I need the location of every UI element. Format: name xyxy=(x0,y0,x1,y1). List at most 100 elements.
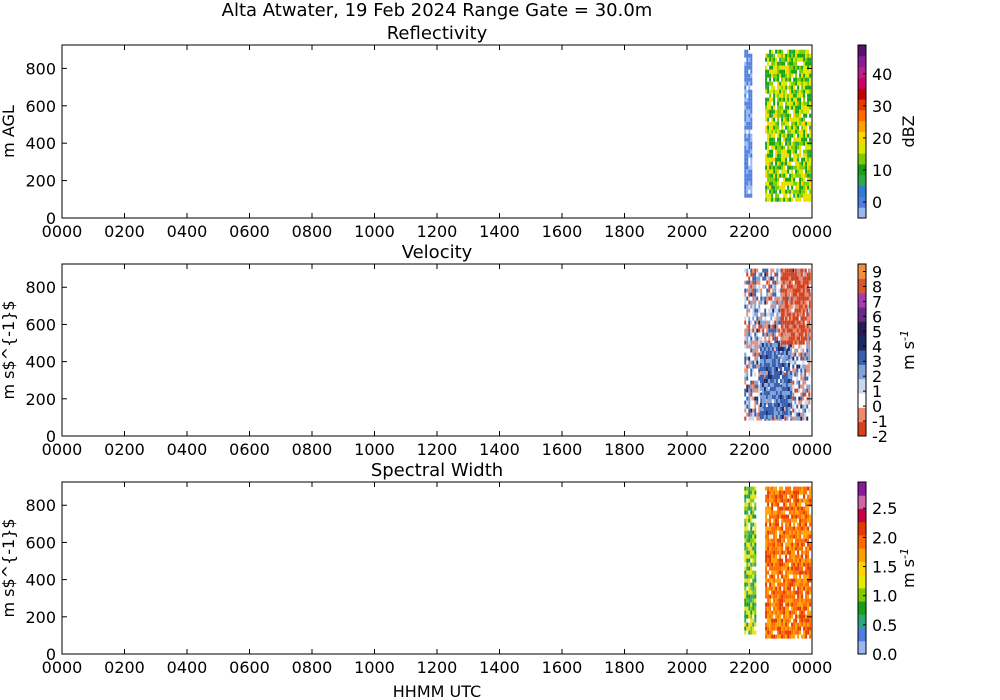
heatmap-cell xyxy=(807,542,810,547)
heatmap-cell xyxy=(791,165,794,170)
heatmap-cell xyxy=(791,530,794,535)
heatmap-cell xyxy=(777,602,780,607)
heatmap-cell xyxy=(775,570,778,575)
heatmap-cell xyxy=(767,129,770,134)
heatmap-cell xyxy=(775,538,778,543)
colorbar-segment xyxy=(858,45,866,57)
heatmap-cell xyxy=(784,304,787,309)
heatmap-cell xyxy=(754,372,757,377)
heatmap-cell xyxy=(807,161,810,166)
heatmap-cell xyxy=(767,395,770,399)
heatmap-cell xyxy=(773,502,776,507)
heatmap-cell xyxy=(783,193,786,198)
heatmap-cell xyxy=(748,280,751,285)
heatmap-cell xyxy=(769,193,772,198)
heatmap-cell xyxy=(769,494,772,499)
heatmap-cell xyxy=(777,630,780,635)
heatmap-cell xyxy=(762,320,765,325)
heatmap-cell xyxy=(769,622,772,627)
heatmap-cell xyxy=(795,562,798,567)
heatmap-cell xyxy=(769,610,772,615)
heatmap-cell xyxy=(777,395,780,399)
heatmap-cell xyxy=(789,630,792,635)
heatmap-cell xyxy=(787,586,790,591)
heatmap-cell xyxy=(806,356,809,361)
heatmap-cell xyxy=(756,388,759,393)
heatmap-cell xyxy=(748,65,751,70)
heatmap-cell xyxy=(793,490,796,495)
heatmap-cell xyxy=(795,546,798,551)
heatmap-cell xyxy=(786,316,789,321)
heatmap-cell xyxy=(764,272,767,277)
heatmap-cell xyxy=(786,324,789,329)
heatmap-cell xyxy=(779,534,782,539)
heatmap-cell xyxy=(765,197,768,202)
heatmap-cell xyxy=(789,189,792,194)
heatmap-cell xyxy=(795,598,798,603)
heatmap-cell xyxy=(778,296,781,301)
heatmap-cell xyxy=(786,304,789,309)
heatmap-cell xyxy=(767,502,770,507)
heatmap-cell xyxy=(783,582,786,587)
heatmap-cell xyxy=(781,506,784,511)
heatmap-cell xyxy=(748,89,751,94)
heatmap-cell xyxy=(744,320,747,325)
heatmap-cell xyxy=(785,81,788,86)
heatmap-cell xyxy=(781,347,784,351)
heatmap-cell xyxy=(791,69,794,74)
heatmap-cell xyxy=(789,81,792,86)
heatmap-cell xyxy=(802,284,805,289)
heatmap-cell xyxy=(775,173,778,178)
heatmap-cell xyxy=(754,506,757,511)
heatmap-cell xyxy=(750,526,753,531)
heatmap-cell xyxy=(775,165,778,170)
heatmap-cell xyxy=(803,49,806,54)
heatmap-cell xyxy=(809,558,812,563)
heatmap-cell xyxy=(792,404,795,409)
heatmap-cell xyxy=(804,268,807,273)
heatmap-cell xyxy=(759,347,762,351)
heatmap-cell xyxy=(754,304,757,309)
heatmap-cell xyxy=(803,606,806,611)
heatmap-cell xyxy=(797,49,800,54)
heatmap-cell xyxy=(765,351,768,355)
heatmap-cell xyxy=(777,89,780,94)
heatmap-cell xyxy=(744,173,747,178)
heatmap-cell xyxy=(750,145,753,150)
heatmap-cell xyxy=(797,550,800,555)
heatmap-cell xyxy=(783,351,786,355)
heatmap-cell xyxy=(807,574,810,579)
heatmap-cell xyxy=(748,412,751,417)
heatmap-cell xyxy=(777,558,780,563)
heatmap-cell xyxy=(796,340,799,345)
heatmap-cell xyxy=(771,506,774,511)
heatmap-cell xyxy=(807,157,810,162)
heatmap-cell xyxy=(771,161,774,166)
heatmap-cell xyxy=(765,610,768,615)
heatmap-cell xyxy=(750,416,753,421)
heatmap-cell xyxy=(795,558,798,563)
heatmap-cell xyxy=(767,137,770,142)
heatmap-cell xyxy=(793,181,796,186)
heatmap-cell xyxy=(781,510,784,515)
heatmap-cell xyxy=(801,594,804,599)
heatmap-cell xyxy=(744,69,747,74)
heatmap-cell xyxy=(797,562,800,567)
heatmap-cell xyxy=(785,133,788,138)
heatmap-cell xyxy=(799,510,802,515)
colorbar-tick-label: 0.0 xyxy=(872,645,897,664)
heatmap-cell xyxy=(750,332,753,337)
x-tick-label: 1400 xyxy=(479,658,520,677)
heatmap-cell xyxy=(758,340,761,345)
heatmap-cell xyxy=(805,590,808,595)
heatmap-cell xyxy=(754,514,757,519)
heatmap-cell xyxy=(767,630,770,635)
heatmap-cell xyxy=(748,284,751,289)
heatmap-cell xyxy=(789,490,792,495)
colorbar-segment xyxy=(858,142,866,154)
heatmap-cell xyxy=(777,562,780,567)
heatmap-cell xyxy=(804,312,807,317)
heatmap-cell xyxy=(758,324,761,329)
heatmap-cell xyxy=(776,272,779,277)
heatmap-cell xyxy=(805,85,808,90)
